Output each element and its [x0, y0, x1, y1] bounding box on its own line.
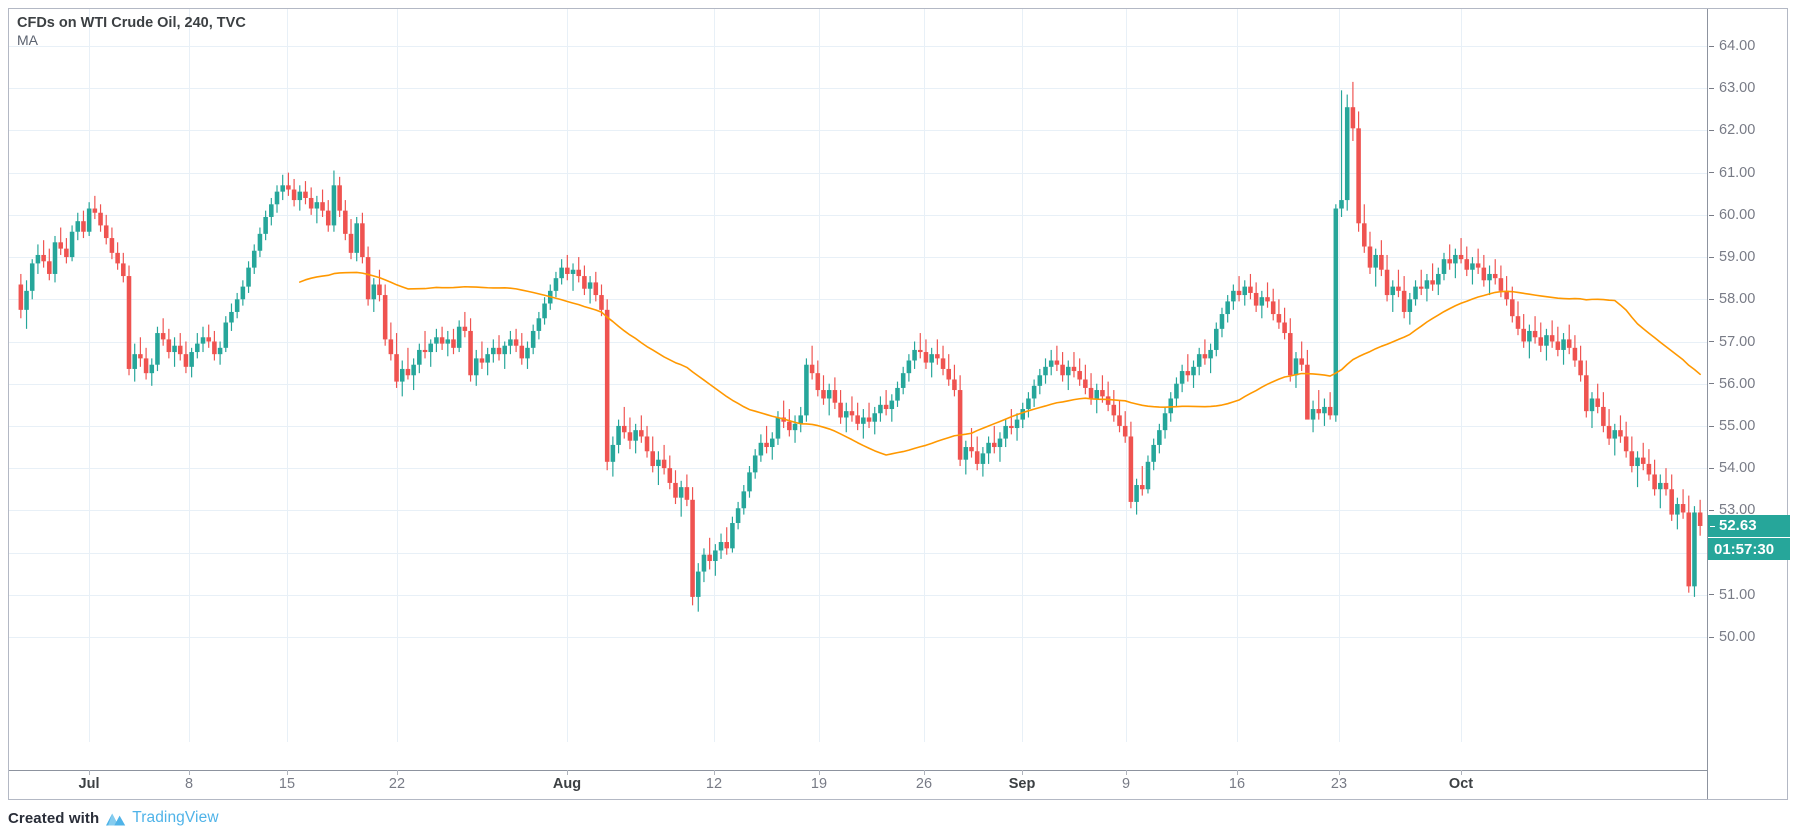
- time-tick-mark: [819, 770, 820, 775]
- time-label-22: 22: [388, 776, 406, 792]
- price-tick-label: 53.00: [1719, 502, 1756, 519]
- price-tick-60-00: 60.00: [1708, 207, 1755, 223]
- ma-overlay-line: [298, 271, 1701, 456]
- time-label-15: 15: [278, 776, 296, 792]
- price-tick-label: 60.00: [1719, 206, 1756, 223]
- price-tick-dash: [1709, 130, 1714, 132]
- price-tick-dash: [1709, 341, 1714, 343]
- price-tick-dash: [1709, 467, 1714, 469]
- price-tick-dash: [1709, 510, 1714, 512]
- price-tick-59-00: 59.00: [1708, 249, 1755, 265]
- price-tick-label: 63.00: [1719, 80, 1756, 97]
- time-tick-mark: [397, 770, 398, 775]
- time-label-oct: Oct: [1448, 776, 1474, 792]
- last-price-badge[interactable]: 52.63: [1708, 514, 1790, 537]
- price-tick-dash: [1709, 172, 1714, 174]
- price-tick-label: 61.00: [1719, 164, 1756, 181]
- footer-attribution: Created with TradingView: [8, 806, 219, 830]
- price-tick-dash: [1709, 256, 1714, 258]
- price-tick-53-00: 53.00: [1708, 502, 1755, 518]
- price-tick-dash: [1709, 594, 1714, 596]
- horizontal-gridlines: [9, 46, 1707, 638]
- time-tick-mark: [1339, 770, 1340, 775]
- price-tick-dash: [1709, 87, 1714, 89]
- time-tick-mark: [287, 770, 288, 775]
- candlestick-svg: [9, 9, 1707, 742]
- price-tick-dash: [1709, 383, 1714, 385]
- time-axis[interactable]: Jul 8 15 22 Aug 12 19 26 Sep 9 16 23 Oct: [9, 770, 1707, 799]
- time-label-jul: Jul: [78, 776, 100, 792]
- price-tick-56-00: 56.00: [1708, 376, 1755, 392]
- time-label-sep: Sep: [1008, 776, 1036, 792]
- price-tick-58-00: 58.00: [1708, 291, 1755, 307]
- price-tick-label: 64.00: [1719, 38, 1756, 54]
- price-tick-51-00: 51.00: [1708, 587, 1755, 603]
- price-tick-label: 58.00: [1719, 291, 1756, 308]
- chart-frame: 64.00 63.00 62.00 61.00 60.00 59.00 58.00 57.00…: [8, 8, 1790, 800]
- time-tick-mark: [1022, 770, 1023, 775]
- price-tick-label: 55.00: [1719, 417, 1756, 434]
- price-tick-50-00: 50.00: [1708, 629, 1755, 645]
- price-tick-63-00: 63.00: [1708, 80, 1755, 96]
- price-tick-62-00: 62.00: [1708, 122, 1755, 138]
- price-tick-dash: [1709, 45, 1714, 47]
- price-tick-57-00: 57.00: [1708, 334, 1755, 350]
- time-label-8: 8: [184, 776, 194, 792]
- bar-countdown-label: 01:57:30: [1714, 540, 1775, 558]
- chart-plot-area[interactable]: [9, 9, 1707, 771]
- price-tick-label: 62.00: [1719, 122, 1756, 139]
- price-tick-64-00: 64.00: [1708, 38, 1755, 54]
- price-tick-61-00: 61.00: [1708, 165, 1755, 181]
- time-tick-mark: [714, 770, 715, 775]
- time-label-23: 23: [1330, 776, 1348, 792]
- axis-corner: [1707, 770, 1787, 799]
- time-tick-mark: [189, 770, 190, 775]
- price-tick-label: 54.00: [1719, 460, 1756, 477]
- price-tick-dash: [1709, 425, 1714, 427]
- price-tick-label: 51.00: [1719, 586, 1756, 603]
- price-tick-54-00: 54.00: [1708, 460, 1755, 476]
- tradingview-mountain-icon: [105, 810, 129, 827]
- time-tick-mark: [1237, 770, 1238, 775]
- footer-brand-label: TradingView: [132, 809, 219, 826]
- time-label-16: 16: [1228, 776, 1246, 792]
- time-tick-mark: [89, 770, 90, 775]
- time-label-9: 9: [1121, 776, 1131, 792]
- price-tick-label: 57.00: [1719, 333, 1756, 350]
- price-axis[interactable]: 64.00 63.00 62.00 61.00 60.00 59.00 58.00 57.00…: [1707, 9, 1790, 771]
- price-tick-55-00: 55.00: [1708, 418, 1755, 434]
- vertical-gridlines: [89, 9, 1462, 742]
- price-tick-label: 59.00: [1719, 249, 1756, 266]
- price-tick-dash: [1709, 214, 1714, 216]
- time-label-26: 26: [915, 776, 933, 792]
- price-tick-dash: [1709, 298, 1714, 300]
- candle-series: [18, 81, 1703, 612]
- bar-countdown-badge[interactable]: 01:57:30: [1708, 536, 1790, 560]
- time-tick-mark: [1461, 770, 1462, 775]
- time-tick-mark: [924, 770, 925, 775]
- time-label-aug: Aug: [552, 776, 582, 792]
- time-label-12: 12: [705, 776, 723, 792]
- time-tick-mark: [567, 770, 568, 775]
- time-tick-mark: [1126, 770, 1127, 775]
- price-tick-label: 56.00: [1719, 375, 1756, 392]
- price-tick-label: 50.00: [1719, 629, 1756, 645]
- footer-created-with-label: Created with: [8, 809, 100, 827]
- time-label-19: 19: [810, 776, 828, 792]
- last-price-badge-label: 52.63: [1719, 516, 1757, 534]
- price-tick-dash: [1709, 636, 1714, 638]
- last-price-badge-dash: [1710, 525, 1715, 527]
